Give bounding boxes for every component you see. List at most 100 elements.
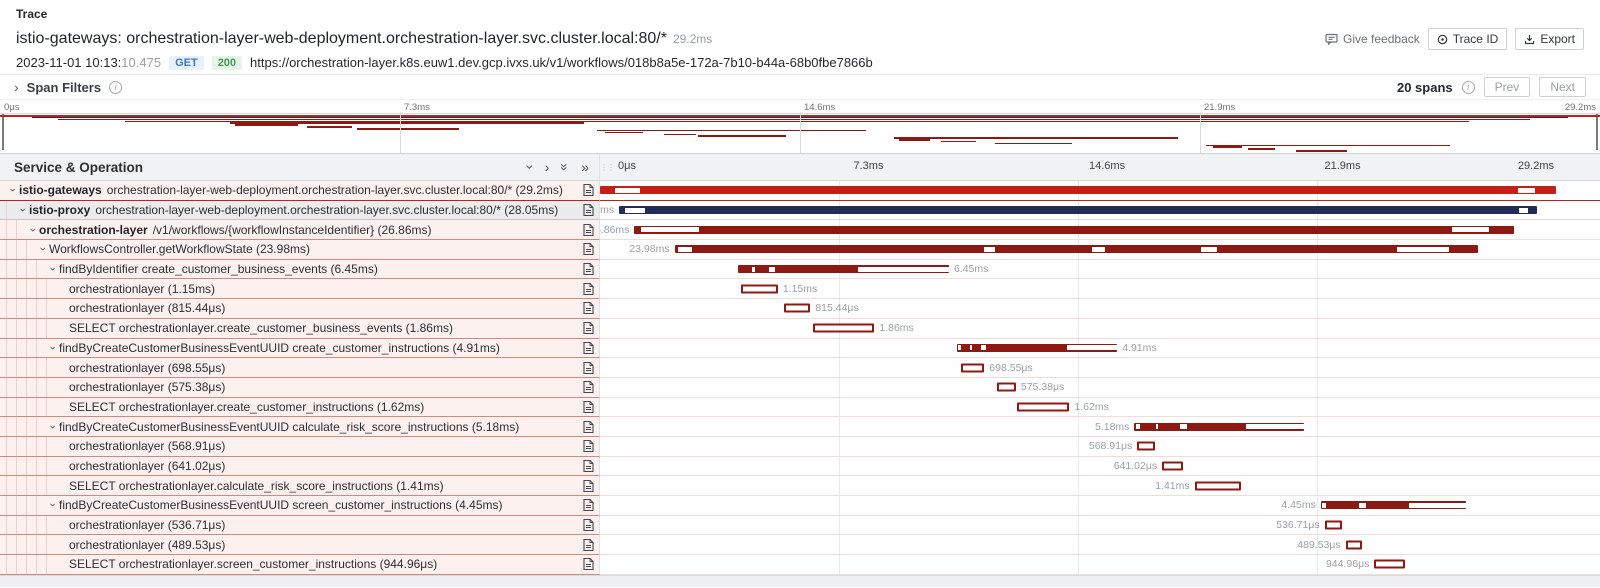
span-name-cell[interactable]: orchestrationlayer (698.55μs)	[0, 358, 600, 378]
span-name-cell[interactable]: › findByIdentifier create_customer_busine…	[0, 259, 600, 280]
span-bar[interactable]	[1194, 481, 1241, 491]
span-bar[interactable]	[956, 343, 1118, 352]
span-logs-icon[interactable]	[583, 243, 594, 256]
span-timeline-cell[interactable]: 489.53μs	[600, 535, 1600, 556]
minimap-right-handle-icon[interactable]	[1596, 114, 1598, 150]
span-name-cell[interactable]: SELECT orchestrationlayer.create_custome…	[0, 318, 600, 339]
breadcrumb[interactable]: Trace	[16, 7, 48, 21]
span-timeline-cell[interactable]: 23.98ms	[600, 240, 1600, 260]
span-row[interactable]: SELECT orchestrationlayer.screen_custome…	[0, 555, 1600, 575]
span-timeline-cell[interactable]	[600, 181, 1600, 201]
span-timeline-cell[interactable]: 568.91μs	[600, 436, 1600, 457]
span-name-cell[interactable]: orchestrationlayer (536.71μs)	[0, 515, 600, 536]
span-timeline-cell[interactable]: 1.15ms	[600, 279, 1600, 300]
collapse-chevron-icon[interactable]: ›	[46, 346, 59, 350]
span-timeline-cell[interactable]: 4.91ms	[600, 338, 1600, 359]
span-bar[interactable]	[1320, 501, 1467, 510]
minimap-left-handle-icon[interactable]	[2, 114, 4, 150]
collapse-all-icon[interactable]: »	[557, 163, 574, 171]
span-logs-icon[interactable]	[583, 322, 594, 335]
collapse-chevron-icon[interactable]: ›	[16, 208, 29, 212]
span-name-cell[interactable]: orchestrationlayer (641.02μs)	[0, 456, 600, 477]
span-logs-icon[interactable]	[583, 479, 594, 492]
collapse-one-icon[interactable]: ›	[522, 164, 539, 170]
span-logs-icon[interactable]	[583, 558, 594, 571]
span-row[interactable]: › findByCreateCustomerBusinessEventUUID c…	[0, 417, 1600, 437]
span-bar[interactable]	[783, 303, 811, 313]
span-logs-icon[interactable]	[583, 538, 594, 551]
collapse-chevron-icon[interactable]: ›	[46, 503, 59, 508]
span-row[interactable]: SELECT orchestrationlayer.create_custome…	[0, 397, 1600, 418]
span-bar[interactable]	[740, 284, 778, 294]
expand-one-icon[interactable]: ›	[544, 159, 550, 175]
span-row[interactable]: orchestrationlayer (489.53μs) 489.53μs	[0, 535, 1600, 556]
span-timeline-cell[interactable]: 5.18ms	[600, 417, 1600, 437]
next-button[interactable]: Next	[1539, 77, 1586, 97]
span-timeline-cell[interactable]: 26.86ms	[600, 220, 1600, 241]
span-timeline-cell[interactable]: 6.45ms	[600, 259, 1600, 280]
span-row[interactable]: › WorkflowsController.getWorkflowState (2…	[0, 240, 1600, 260]
collapse-chevron-icon[interactable]: ›	[46, 424, 59, 429]
span-bar[interactable]	[1345, 540, 1362, 550]
chevron-right-icon[interactable]: ›	[14, 79, 19, 95]
span-bar[interactable]	[737, 265, 949, 274]
span-logs-icon[interactable]	[583, 440, 594, 453]
span-name-cell[interactable]: › findByCreateCustomerBusinessEventUUID c…	[0, 417, 600, 437]
span-name-cell[interactable]: › istio-proxy orchestration-layer-web-depl…	[0, 200, 600, 221]
span-logs-icon[interactable]	[583, 400, 594, 413]
span-timeline-cell[interactable]: 1.41ms	[600, 476, 1600, 496]
trace-id-button[interactable]: Trace ID	[1427, 28, 1508, 50]
span-bar[interactable]	[619, 206, 1537, 215]
span-count-info-icon[interactable]: i	[1461, 80, 1475, 94]
span-row[interactable]: › findByCreateCustomerBusinessEventUUID s…	[0, 496, 1600, 516]
span-row[interactable]: SELECT orchestrationlayer.calculate_risk…	[0, 476, 1600, 496]
span-name-cell[interactable]: › findByCreateCustomerBusinessEventUUID s…	[0, 496, 600, 516]
span-logs-icon[interactable]	[583, 282, 594, 295]
span-logs-icon[interactable]	[583, 518, 594, 532]
span-bar[interactable]	[1162, 461, 1184, 471]
span-bar[interactable]	[674, 245, 1478, 254]
span-bar[interactable]	[1324, 520, 1342, 530]
span-name-cell[interactable]: orchestrationlayer (575.38μs)	[0, 377, 600, 398]
span-bar[interactable]	[996, 382, 1016, 392]
span-row[interactable]: orchestrationlayer (568.91μs) 568.91μs	[0, 436, 1600, 457]
span-name-cell[interactable]: orchestrationlayer (489.53μs)	[0, 535, 600, 556]
span-logs-icon[interactable]	[583, 499, 594, 512]
span-logs-icon[interactable]	[583, 223, 594, 236]
span-timeline-cell[interactable]: 28.05ms	[600, 200, 1600, 221]
span-bar[interactable]	[1016, 402, 1070, 412]
span-logs-icon[interactable]	[583, 302, 594, 315]
span-logs-icon[interactable]	[583, 361, 594, 374]
collapse-chevron-icon[interactable]: ›	[46, 267, 59, 271]
span-name-cell[interactable]: SELECT orchestrationlayer.create_custome…	[0, 397, 600, 418]
span-bar[interactable]	[1374, 559, 1405, 569]
span-row[interactable]: › findByIdentifier create_customer_busine…	[0, 259, 1600, 280]
span-bar[interactable]	[1137, 441, 1156, 451]
span-filters-info-icon[interactable]: i	[109, 80, 123, 94]
span-timeline-cell[interactable]: 575.38μs	[600, 377, 1600, 398]
span-row[interactable]: › findByCreateCustomerBusinessEventUUID c…	[0, 338, 1600, 359]
span-name-cell[interactable]: › WorkflowsController.getWorkflowState (2…	[0, 240, 600, 260]
span-logs-icon[interactable]	[583, 420, 594, 433]
collapse-chevron-icon[interactable]: ›	[6, 188, 19, 193]
span-name-cell[interactable]: orchestrationlayer (815.44μs)	[0, 299, 600, 319]
export-button[interactable]: Export	[1515, 28, 1584, 50]
span-logs-icon[interactable]	[583, 184, 594, 197]
span-name-cell[interactable]: › istio-gateways orchestration-layer-web-d…	[0, 181, 600, 201]
span-logs-icon[interactable]	[583, 341, 594, 354]
span-timeline-cell[interactable]: 536.71μs	[600, 515, 1600, 536]
span-name-cell[interactable]: SELECT orchestrationlayer.calculate_risk…	[0, 476, 600, 496]
expand-all-icon[interactable]: »	[581, 159, 589, 175]
span-bar[interactable]	[634, 225, 1514, 234]
span-row[interactable]: orchestrationlayer (698.55μs) 698.55μs	[0, 358, 1600, 378]
span-logs-icon[interactable]	[583, 459, 594, 473]
span-name-cell[interactable]: › orchestration-layer/v1/workflows/{workf…	[0, 220, 600, 241]
span-row[interactable]: orchestrationlayer (536.71μs) 536.71μs	[0, 515, 1600, 536]
span-timeline-cell[interactable]: 4.45ms	[600, 496, 1600, 516]
span-filters-toggle[interactable]: › Span Filters i	[14, 79, 123, 95]
prev-button[interactable]: Prev	[1483, 77, 1531, 97]
span-row[interactable]: orchestrationlayer (1.15ms) 1.15ms	[0, 279, 1600, 300]
collapse-chevron-icon[interactable]: ›	[26, 227, 39, 232]
column-resizer-handle[interactable]: ⋮⋮	[600, 162, 615, 172]
span-timeline-cell[interactable]: 698.55μs	[600, 358, 1600, 378]
